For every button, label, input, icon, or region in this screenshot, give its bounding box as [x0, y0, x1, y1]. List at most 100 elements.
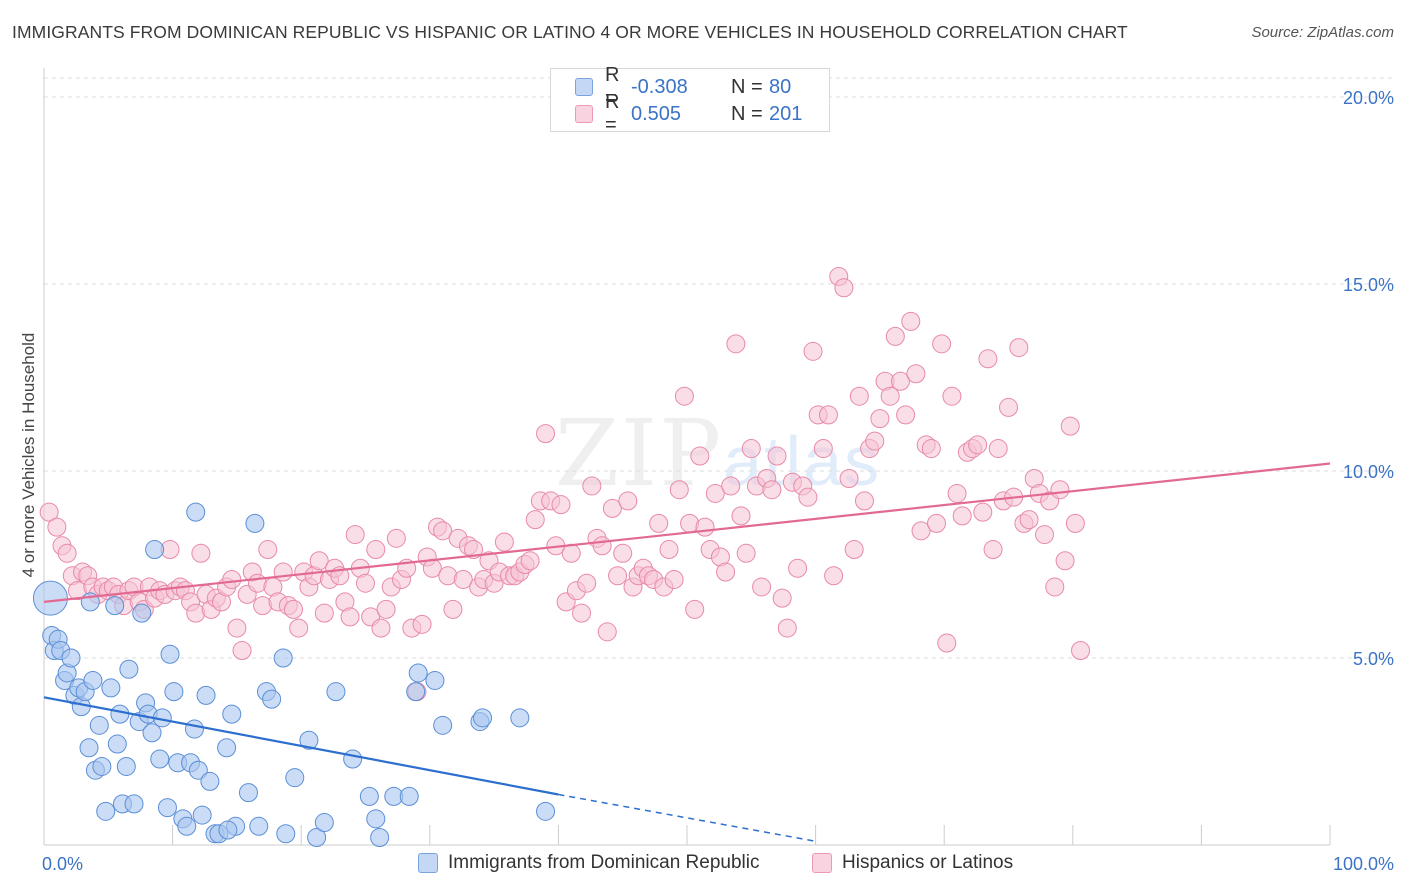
pink-point	[926, 513, 946, 533]
blue-point	[32, 580, 68, 616]
pink-point	[659, 540, 679, 560]
pink-point	[525, 510, 545, 530]
pink-point	[818, 405, 838, 425]
pink-point	[736, 543, 756, 563]
blue-point	[110, 704, 130, 724]
pink-point	[1019, 510, 1039, 530]
legend-item-pink: Hispanics or Latinos	[812, 852, 1013, 874]
axes	[43, 68, 1331, 846]
pink-point	[901, 311, 921, 331]
pink-point	[608, 566, 628, 586]
blue-point	[273, 648, 293, 668]
blue-point	[132, 603, 152, 623]
blue-point	[192, 805, 212, 825]
blue-point	[107, 734, 127, 754]
pink-point	[597, 622, 617, 642]
pink-point	[1035, 525, 1055, 545]
blue-point	[359, 786, 379, 806]
pink-point	[952, 506, 972, 526]
pink-point	[973, 502, 993, 522]
pink-point	[536, 424, 556, 444]
blue-point	[83, 670, 103, 690]
blue-point	[217, 738, 237, 758]
pink-point	[1055, 551, 1075, 571]
n-label: N =	[731, 102, 763, 125]
pink-point	[911, 521, 931, 541]
blue-point	[307, 828, 327, 848]
pink-point	[464, 540, 484, 560]
blue-legend-swatch	[418, 853, 438, 873]
trend-lines	[43, 462, 1331, 842]
pink-point	[999, 397, 1018, 417]
n-label: N =	[731, 75, 763, 98]
chart-title: IMMIGRANTS FROM DOMINICAN REPUBLIC VS HI…	[12, 22, 1128, 42]
pink-point	[731, 506, 751, 526]
pink-point	[844, 540, 864, 560]
pink-point	[798, 487, 818, 507]
watermark: ZIPatlas	[555, 400, 881, 507]
blue-point	[285, 768, 305, 788]
pink-point	[309, 551, 329, 571]
pink-point	[412, 614, 432, 634]
pink-point	[716, 562, 736, 582]
blue-point	[92, 756, 112, 776]
pink-point	[273, 562, 293, 582]
y-tick-label: 15.0%	[1343, 275, 1394, 295]
pink-point	[947, 483, 967, 503]
pink-point	[983, 540, 1003, 560]
pink-point	[885, 326, 905, 346]
pink-point	[356, 573, 375, 593]
pink-point	[618, 491, 638, 511]
blue-point	[89, 715, 109, 735]
blue-point	[366, 809, 386, 829]
blue-point	[184, 719, 204, 739]
pink-point	[978, 349, 998, 369]
pink-point	[572, 603, 592, 623]
y-tick-label: 10.0%	[1343, 462, 1394, 482]
pink-point	[839, 468, 859, 488]
blue-point	[145, 540, 165, 560]
pink-point	[695, 517, 715, 537]
legend-item-blue: Immigrants from Dominican Republic	[418, 852, 760, 874]
pink-point	[314, 603, 334, 623]
blue-point	[61, 648, 81, 668]
pink-point	[1071, 641, 1091, 661]
blue-point	[370, 828, 390, 848]
pink-legend-swatch	[812, 853, 832, 873]
pink-point	[613, 543, 633, 563]
pink-point	[932, 334, 952, 354]
blue-point	[116, 756, 136, 776]
blue-point	[101, 678, 121, 698]
pink-point	[283, 599, 303, 619]
pink-point	[443, 599, 463, 619]
blue-series-points	[32, 502, 556, 848]
pink-point	[577, 573, 597, 593]
n-value: 80	[769, 75, 792, 98]
blue-legend-label: Immigrants from Dominican Republic	[448, 852, 760, 873]
blue-swatch	[575, 78, 593, 96]
blue-point	[249, 816, 269, 836]
pink-point	[649, 513, 669, 533]
blue-point	[399, 786, 419, 806]
x-tick-label: 100.0%	[1333, 854, 1394, 874]
r-label: R =	[605, 91, 620, 136]
blue-point	[473, 708, 493, 728]
pink-point	[865, 431, 885, 451]
blue-point	[408, 663, 428, 683]
pink-point	[602, 498, 622, 518]
r-value: 0.505	[631, 102, 682, 125]
blue-point	[188, 760, 208, 780]
pink-point	[721, 476, 741, 496]
pink-point	[685, 599, 705, 619]
pink-point	[39, 502, 59, 522]
r-value: -0.308	[631, 75, 688, 98]
pink-point	[386, 528, 406, 548]
blue-point	[245, 513, 265, 533]
pink-point	[921, 439, 941, 459]
pink-point	[289, 618, 309, 638]
blue-point	[105, 596, 125, 616]
blue-point	[262, 689, 282, 709]
blue-point	[119, 659, 139, 679]
pink-point	[937, 633, 957, 653]
